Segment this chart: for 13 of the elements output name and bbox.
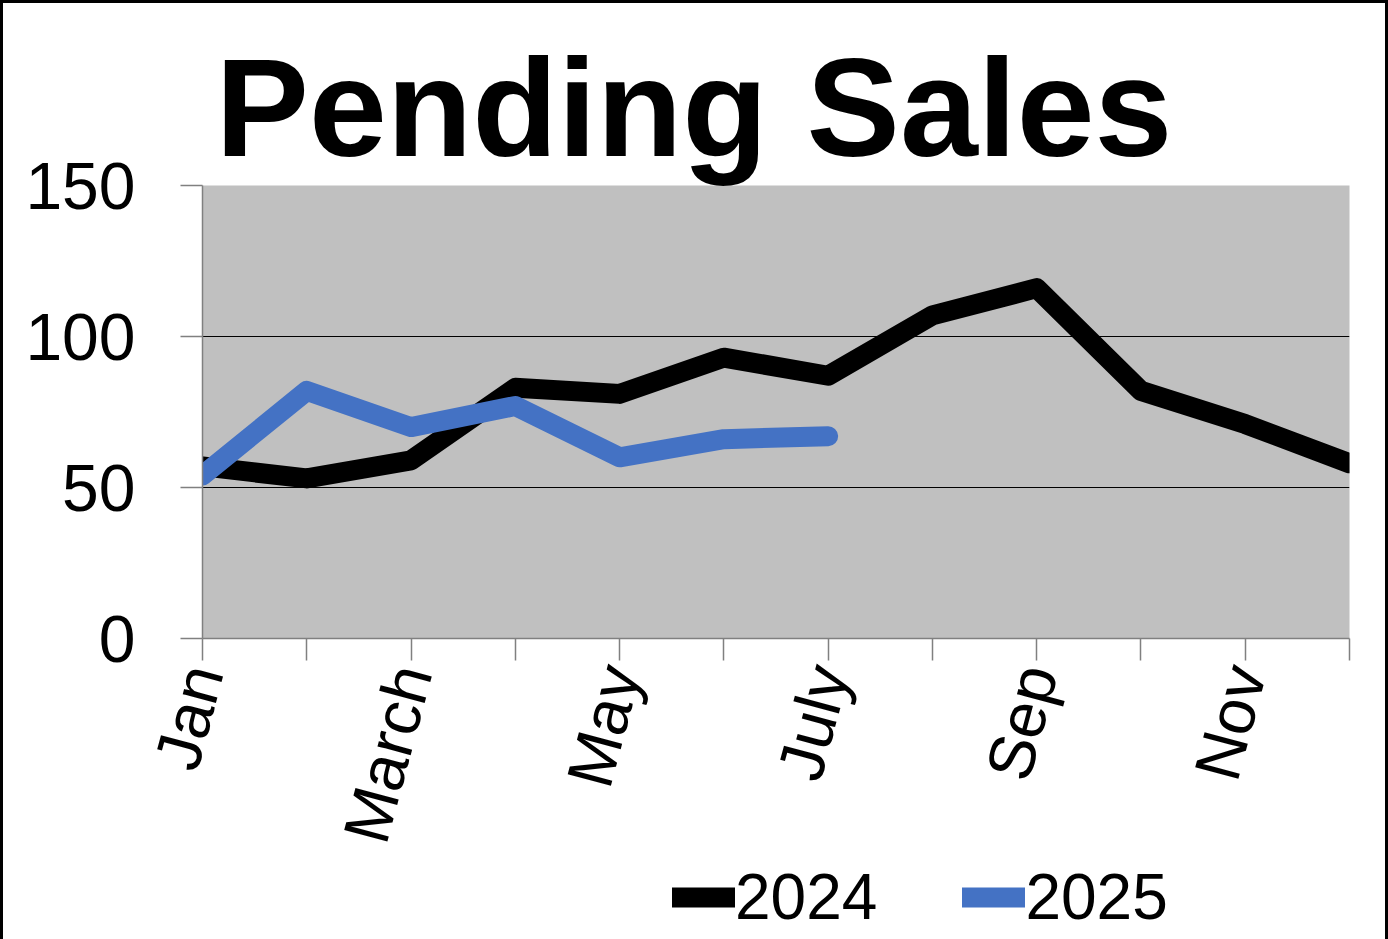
x-tick-label: March [329, 657, 447, 851]
y-tick-label: 100 [25, 299, 136, 374]
legend-label: 2024 [735, 861, 878, 934]
x-tick-label: May [552, 656, 655, 795]
x-tick-label: Jan [140, 657, 238, 778]
x-tick-label: Nov [1180, 656, 1281, 788]
legend-label: 2025 [1025, 861, 1168, 934]
y-tick-label: 0 [98, 601, 136, 676]
x-tick-label: July [762, 656, 864, 788]
chart-title: Pending Sales [215, 28, 1173, 186]
y-tick-label: 50 [62, 450, 136, 525]
y-tick-label: 150 [25, 148, 136, 223]
x-tick-label: Sep [971, 657, 1072, 788]
